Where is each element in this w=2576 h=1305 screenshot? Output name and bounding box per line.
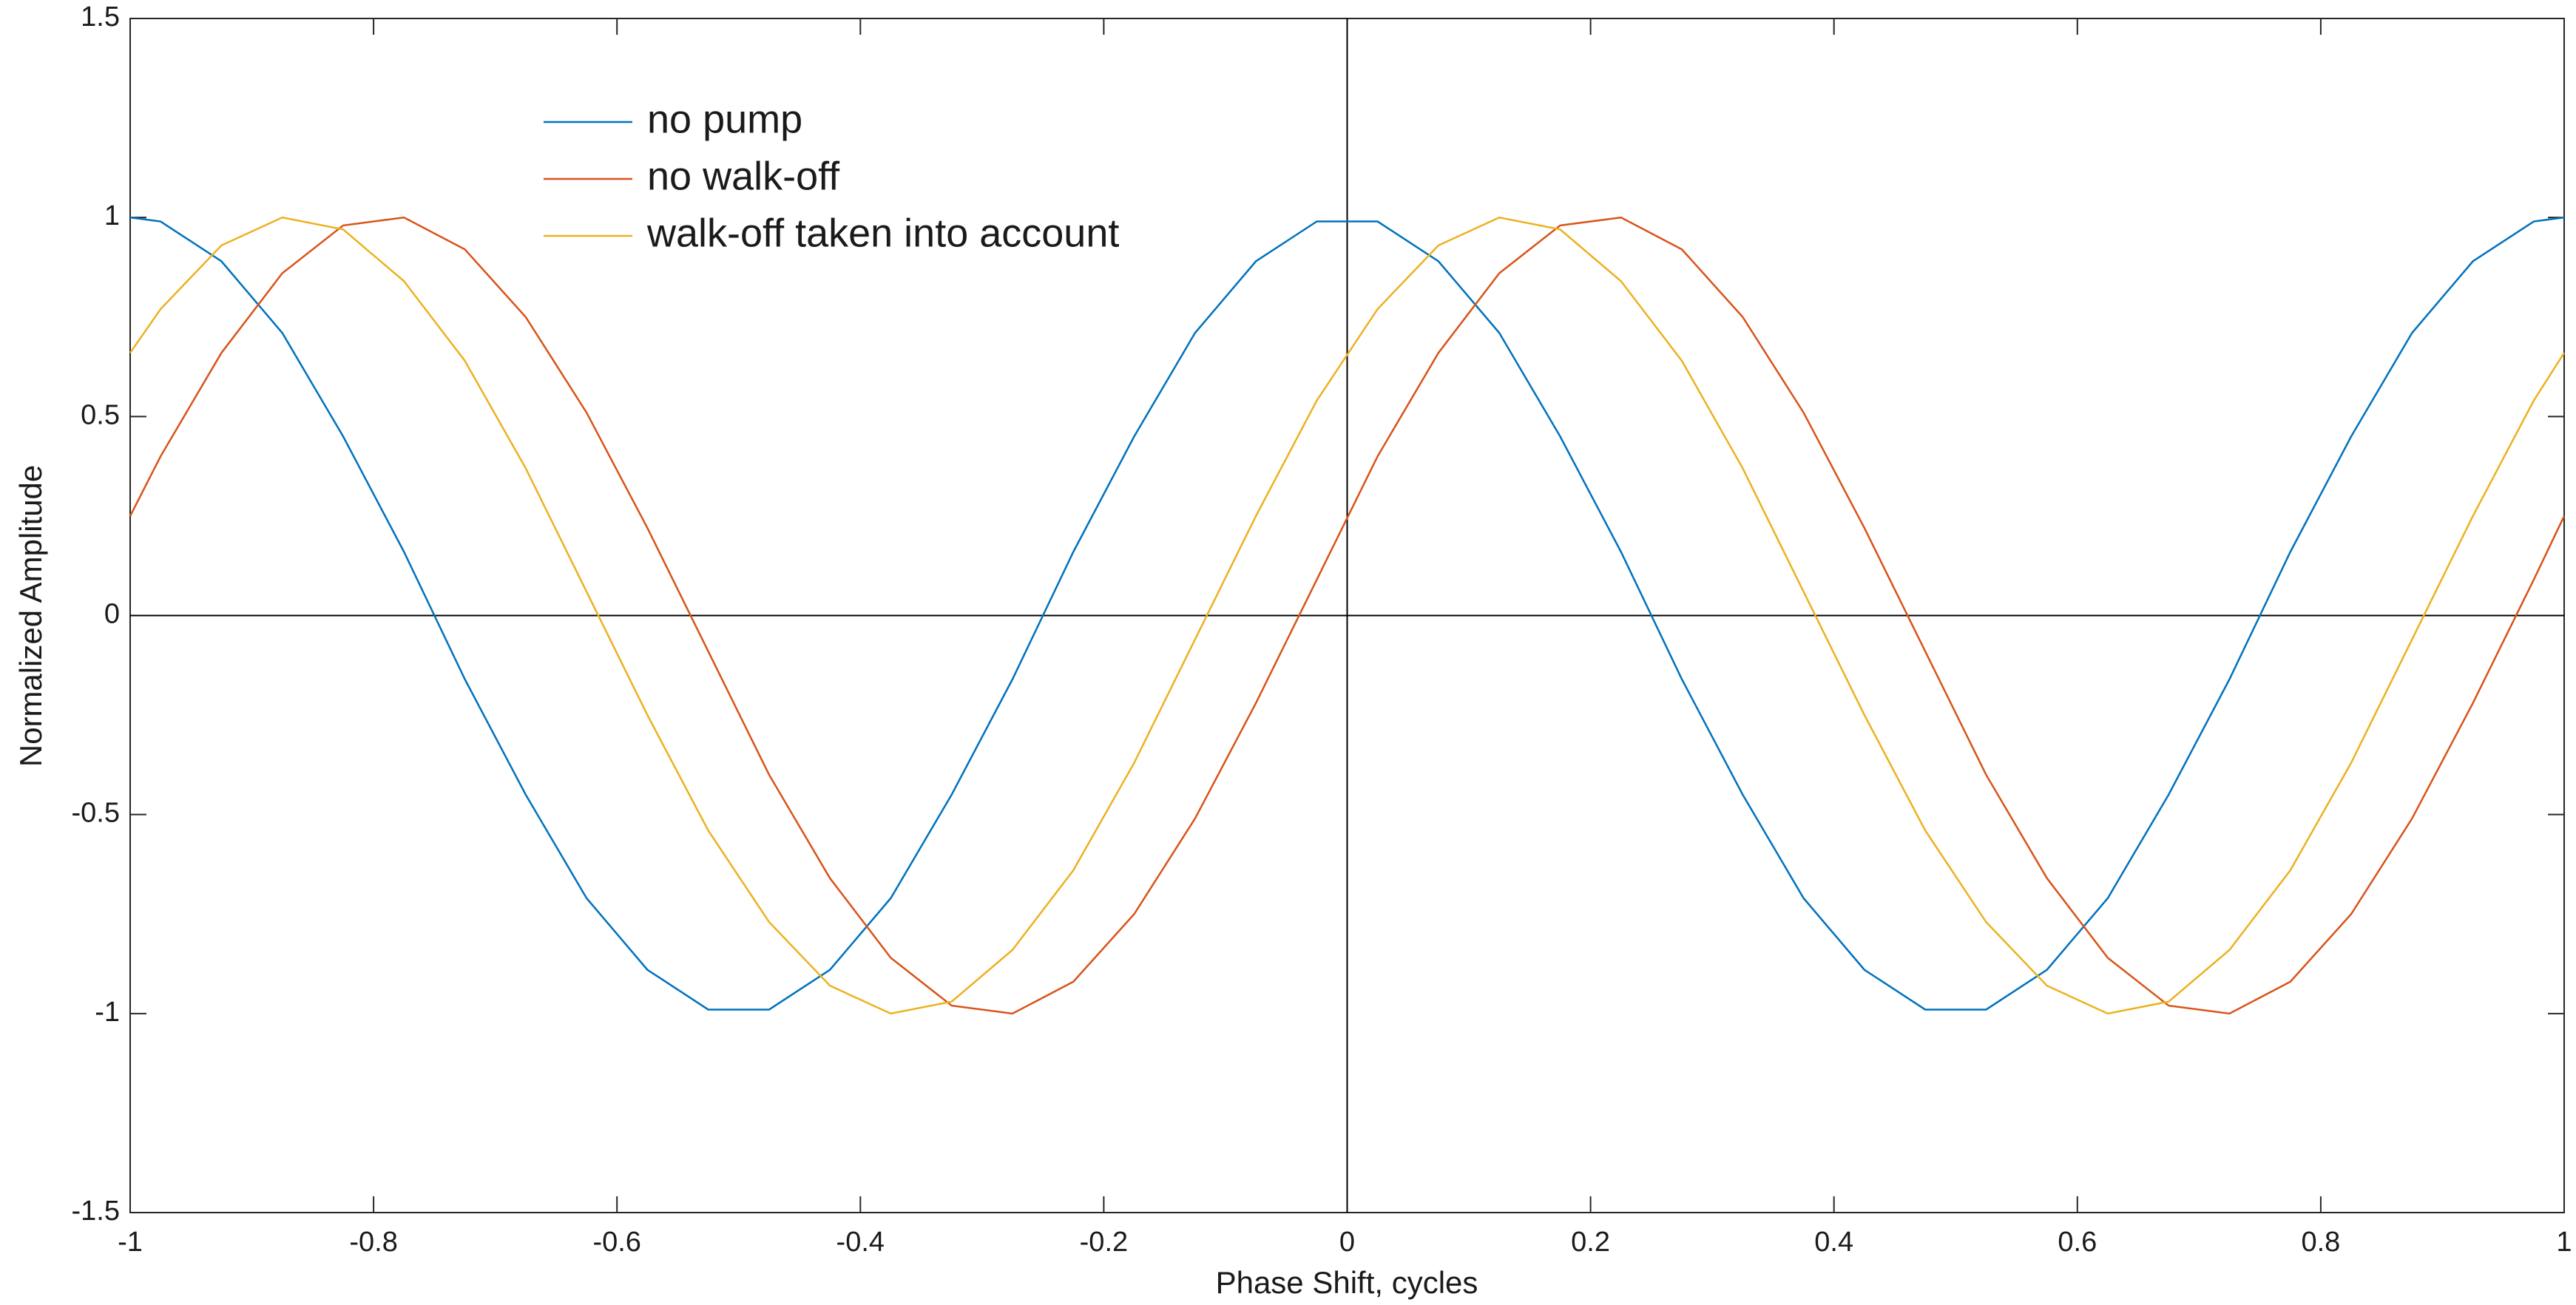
x-tick-label: -0.8 (349, 1227, 397, 1258)
series-line (129, 216, 2565, 1011)
y-tick-label: -1 (95, 997, 120, 1028)
x-axis-label: Phase Shift, cycles (1216, 1265, 1478, 1300)
legend-label: walk-off taken into account (646, 211, 1119, 255)
x-tick-label: -1 (118, 1227, 143, 1258)
y-tick-label: -0.5 (72, 798, 120, 829)
x-tick-label: -0.4 (836, 1227, 885, 1258)
x-tick-label: 0.6 (2058, 1227, 2097, 1258)
x-tick-label: 0.8 (2301, 1227, 2340, 1258)
y-tick-label: -1.5 (72, 1196, 120, 1227)
y-axis-label: Normalized Amplitude (13, 465, 48, 767)
y-tick-label: 0 (104, 599, 120, 630)
x-tick-label: 1 (2556, 1227, 2572, 1258)
x-tick-label: -0.6 (592, 1227, 640, 1258)
series-line (129, 216, 2566, 1015)
y-tick-label: 1 (104, 200, 120, 231)
x-tick-label: 0 (1339, 1227, 1355, 1258)
x-tick-label: 0.4 (1814, 1227, 1853, 1258)
y-tick-label: 0.5 (81, 399, 120, 430)
legend-label: no walk-off (647, 154, 840, 198)
x-tick-label: 0.2 (1571, 1227, 1610, 1258)
series-line (129, 216, 2566, 1015)
legend-label: no pump (647, 97, 802, 141)
y-tick-label: 1.5 (81, 1, 120, 33)
x-tick-label: -0.2 (1080, 1227, 1128, 1258)
